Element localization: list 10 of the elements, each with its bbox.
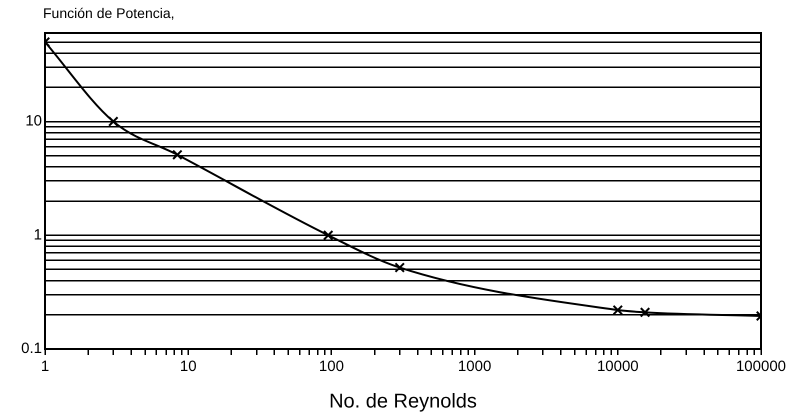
x-tick-label: 10000 [596, 358, 639, 376]
x-tick-label: 100000 [736, 358, 786, 376]
x-tick-label: 10 [180, 358, 197, 376]
y-tick-label: 10 [25, 112, 42, 130]
y-axis-title: Función de Potencia, [43, 4, 175, 21]
y-tick-label: 0.1 [21, 340, 42, 358]
x-tick-label: 100 [318, 358, 344, 376]
y-tick-label: 1 [34, 226, 42, 244]
x-tick-label: 1000 [458, 358, 492, 376]
x-axis-title: No. de Reynolds [329, 390, 477, 413]
